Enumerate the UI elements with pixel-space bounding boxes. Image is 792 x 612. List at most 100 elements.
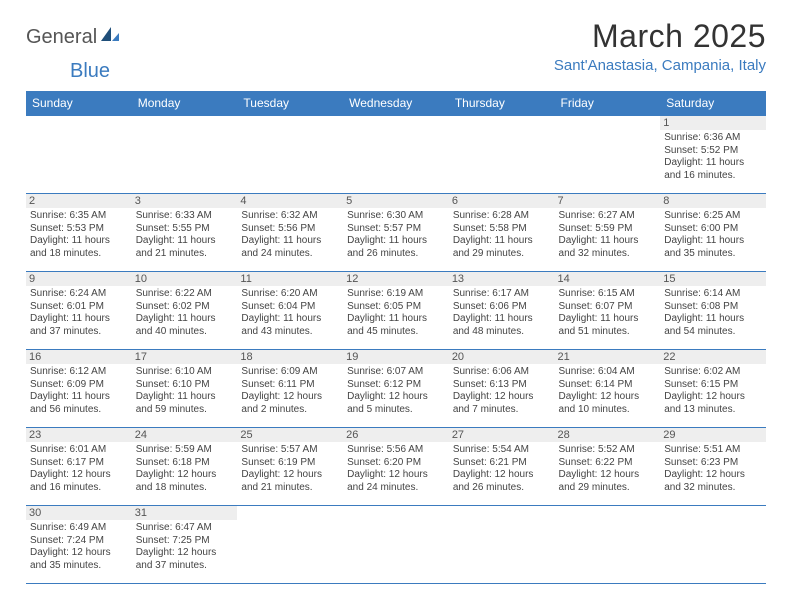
calendar-cell: 16Sunrise: 6:12 AMSunset: 6:09 PMDayligh… <box>26 350 132 428</box>
day-number: 22 <box>660 350 766 364</box>
sunset-text: Sunset: 6:14 PM <box>559 379 657 392</box>
daylight-text: Daylight: 12 hours <box>241 469 339 482</box>
location: Sant'Anastasia, Campania, Italy <box>554 57 766 74</box>
sunrise-text: Sunrise: 6:07 AM <box>347 366 445 379</box>
daylight-text: Daylight: 12 hours <box>30 547 128 560</box>
logo-text-general: General <box>26 26 97 49</box>
sunset-text: Sunset: 5:57 PM <box>347 223 445 236</box>
sunset-text: Sunset: 6:04 PM <box>241 301 339 314</box>
sunset-text: Sunset: 6:10 PM <box>136 379 234 392</box>
sunset-text: Sunset: 5:55 PM <box>136 223 234 236</box>
sunrise-text: Sunrise: 6:09 AM <box>241 366 339 379</box>
daylight-text: and 2 minutes. <box>241 404 339 417</box>
calendar-cell: 13Sunrise: 6:17 AMSunset: 6:06 PMDayligh… <box>449 272 555 350</box>
daylight-text: and 37 minutes. <box>30 326 128 339</box>
sunrise-text: Sunrise: 6:20 AM <box>241 288 339 301</box>
daylight-text: Daylight: 12 hours <box>453 391 551 404</box>
daylight-text: Daylight: 11 hours <box>136 235 234 248</box>
day-header-row: Sunday Monday Tuesday Wednesday Thursday… <box>26 91 766 116</box>
calendar-cell <box>555 116 661 194</box>
daylight-text: Daylight: 12 hours <box>664 391 762 404</box>
day-number: 21 <box>555 350 661 364</box>
calendar-week-row: 16Sunrise: 6:12 AMSunset: 6:09 PMDayligh… <box>26 350 766 428</box>
daylight-text: and 48 minutes. <box>453 326 551 339</box>
sunset-text: Sunset: 6:12 PM <box>347 379 445 392</box>
calendar-cell <box>660 506 766 584</box>
day-header: Saturday <box>660 91 766 116</box>
daylight-text: Daylight: 11 hours <box>347 313 445 326</box>
day-number: 14 <box>555 272 661 286</box>
day-number: 8 <box>660 194 766 208</box>
daylight-text: and 24 minutes. <box>347 482 445 495</box>
day-number: 27 <box>449 428 555 442</box>
calendar-cell: 9Sunrise: 6:24 AMSunset: 6:01 PMDaylight… <box>26 272 132 350</box>
sunset-text: Sunset: 6:00 PM <box>664 223 762 236</box>
calendar-cell: 10Sunrise: 6:22 AMSunset: 6:02 PMDayligh… <box>132 272 238 350</box>
calendar-cell: 12Sunrise: 6:19 AMSunset: 6:05 PMDayligh… <box>343 272 449 350</box>
day-number: 25 <box>237 428 343 442</box>
calendar-cell: 4Sunrise: 6:32 AMSunset: 5:56 PMDaylight… <box>237 194 343 272</box>
sunrise-text: Sunrise: 5:52 AM <box>559 444 657 457</box>
day-number: 6 <box>449 194 555 208</box>
calendar-week-row: 1Sunrise: 6:36 AMSunset: 5:52 PMDaylight… <box>26 116 766 194</box>
daylight-text: Daylight: 11 hours <box>664 235 762 248</box>
calendar-cell: 2Sunrise: 6:35 AMSunset: 5:53 PMDaylight… <box>26 194 132 272</box>
day-number: 17 <box>132 350 238 364</box>
calendar-cell: 26Sunrise: 5:56 AMSunset: 6:20 PMDayligh… <box>343 428 449 506</box>
daylight-text: Daylight: 11 hours <box>559 313 657 326</box>
calendar-cell <box>237 116 343 194</box>
calendar-cell: 11Sunrise: 6:20 AMSunset: 6:04 PMDayligh… <box>237 272 343 350</box>
daylight-text: Daylight: 11 hours <box>664 313 762 326</box>
day-number: 20 <box>449 350 555 364</box>
calendar-cell <box>449 116 555 194</box>
day-number: 31 <box>132 506 238 520</box>
sunset-text: Sunset: 6:13 PM <box>453 379 551 392</box>
sunset-text: Sunset: 6:05 PM <box>347 301 445 314</box>
day-number: 10 <box>132 272 238 286</box>
daylight-text: Daylight: 11 hours <box>347 235 445 248</box>
sunset-text: Sunset: 7:25 PM <box>136 535 234 548</box>
daylight-text: and 32 minutes. <box>559 248 657 261</box>
calendar-cell: 15Sunrise: 6:14 AMSunset: 6:08 PMDayligh… <box>660 272 766 350</box>
daylight-text: Daylight: 12 hours <box>241 391 339 404</box>
day-number: 19 <box>343 350 449 364</box>
sunset-text: Sunset: 5:56 PM <box>241 223 339 236</box>
daylight-text: Daylight: 11 hours <box>664 157 762 170</box>
daylight-text: Daylight: 11 hours <box>136 313 234 326</box>
day-number: 30 <box>26 506 132 520</box>
sunrise-text: Sunrise: 6:35 AM <box>30 210 128 223</box>
month-title: March 2025 <box>554 18 766 55</box>
daylight-text: and 43 minutes. <box>241 326 339 339</box>
sunset-text: Sunset: 6:01 PM <box>30 301 128 314</box>
day-number: 26 <box>343 428 449 442</box>
day-number: 9 <box>26 272 132 286</box>
daylight-text: and 51 minutes. <box>559 326 657 339</box>
sunrise-text: Sunrise: 6:47 AM <box>136 522 234 535</box>
daylight-text: Daylight: 12 hours <box>559 469 657 482</box>
daylight-text: and 45 minutes. <box>347 326 445 339</box>
calendar-cell: 19Sunrise: 6:07 AMSunset: 6:12 PMDayligh… <box>343 350 449 428</box>
daylight-text: Daylight: 12 hours <box>453 469 551 482</box>
calendar-cell: 18Sunrise: 6:09 AMSunset: 6:11 PMDayligh… <box>237 350 343 428</box>
sunrise-text: Sunrise: 6:06 AM <box>453 366 551 379</box>
daylight-text: Daylight: 11 hours <box>559 235 657 248</box>
daylight-text: and 21 minutes. <box>136 248 234 261</box>
daylight-text: Daylight: 11 hours <box>136 391 234 404</box>
sunrise-text: Sunrise: 6:04 AM <box>559 366 657 379</box>
daylight-text: and 21 minutes. <box>241 482 339 495</box>
sunrise-text: Sunrise: 6:27 AM <box>559 210 657 223</box>
daylight-text: Daylight: 12 hours <box>136 547 234 560</box>
daylight-text: and 16 minutes. <box>30 482 128 495</box>
calendar-cell: 31 Sunrise: 6:47 AMSunset: 7:25 PMDayligh… <box>132 506 238 584</box>
daylight-text: and 16 minutes. <box>664 170 762 183</box>
sunset-text: Sunset: 6:15 PM <box>664 379 762 392</box>
day-number: 13 <box>449 272 555 286</box>
sunrise-text: Sunrise: 6:19 AM <box>347 288 445 301</box>
daylight-text: and 32 minutes. <box>664 482 762 495</box>
sunrise-text: Sunrise: 6:17 AM <box>453 288 551 301</box>
sunrise-text: Sunrise: 6:14 AM <box>664 288 762 301</box>
sunrise-text: Sunrise: 6:49 AM <box>30 522 128 535</box>
calendar-cell: 30Sunrise: 6:49 AMSunset: 7:24 PMDayligh… <box>26 506 132 584</box>
day-header: Monday <box>132 91 238 116</box>
daylight-text: and 29 minutes. <box>453 248 551 261</box>
